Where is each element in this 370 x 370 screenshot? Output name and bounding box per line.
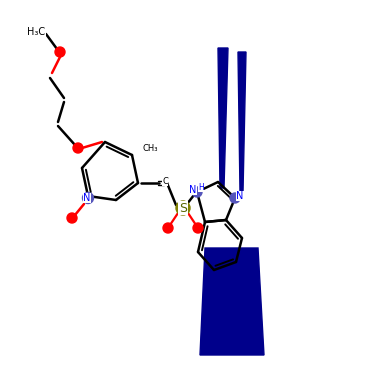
Text: CH₃: CH₃	[142, 144, 158, 152]
Text: N: N	[83, 193, 91, 203]
Text: H₃C: H₃C	[27, 27, 45, 37]
Circle shape	[55, 47, 65, 57]
Circle shape	[176, 201, 190, 215]
Text: N: N	[236, 191, 244, 201]
Circle shape	[192, 187, 202, 197]
Circle shape	[73, 143, 83, 153]
Polygon shape	[200, 248, 264, 355]
Text: C: C	[162, 176, 168, 185]
Circle shape	[193, 223, 203, 233]
Circle shape	[67, 213, 77, 223]
Text: N: N	[189, 185, 197, 195]
Polygon shape	[238, 52, 246, 192]
Circle shape	[163, 223, 173, 233]
Circle shape	[230, 193, 240, 203]
Text: H: H	[198, 182, 204, 192]
Text: S: S	[179, 202, 187, 215]
Circle shape	[83, 192, 94, 204]
Polygon shape	[218, 48, 228, 188]
